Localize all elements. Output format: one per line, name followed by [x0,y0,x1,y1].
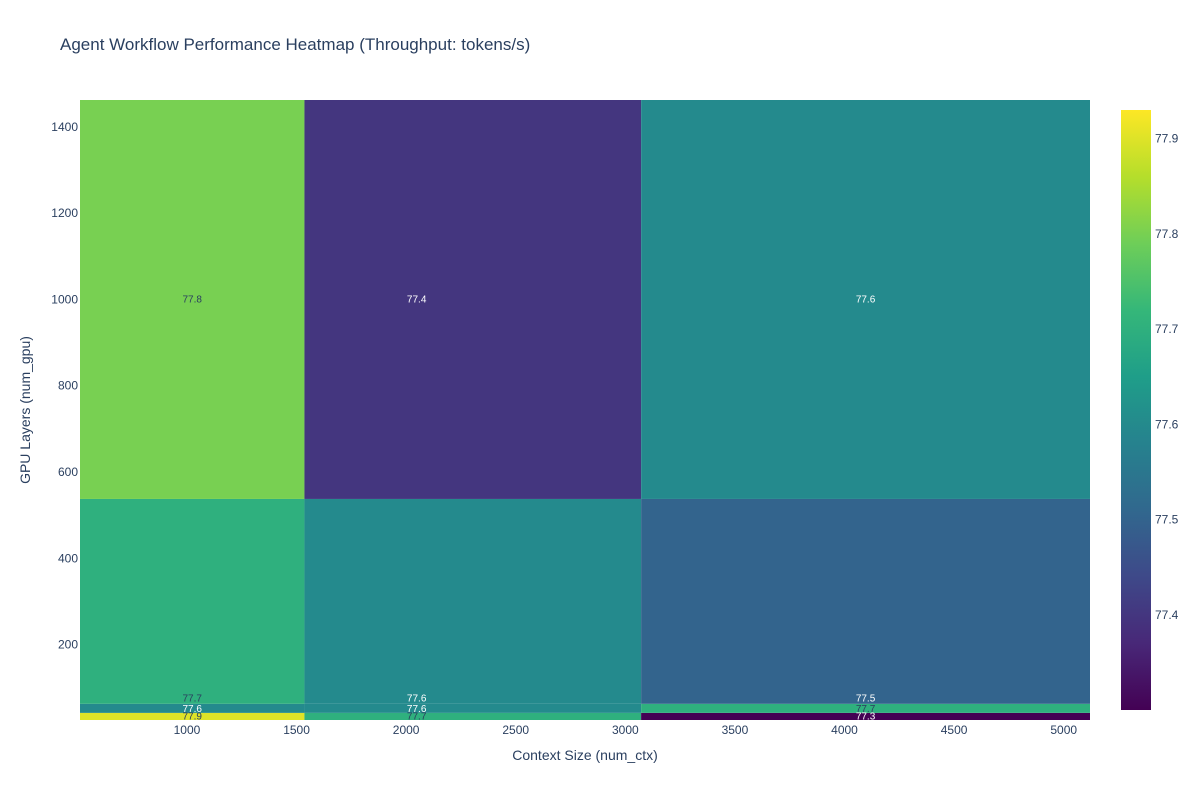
y-tick-label: 200 [58,638,78,652]
heatmap-cell [304,703,642,713]
heatmap-cell [80,712,305,720]
x-tick-label: 5000 [1050,723,1077,737]
heatmap-cell [80,703,305,713]
heatmap-cell-label: 77.6 [407,693,427,704]
heatmap-cell-label: 77.7 [182,693,202,704]
x-tick-label: 1000 [174,723,201,737]
heatmap-cell-label: 77.7 [856,704,876,715]
heatmap-cell [304,498,642,704]
heatmap-cell [641,712,1090,720]
heatmap-cell [80,100,305,499]
x-tick-label: 1500 [283,723,310,737]
y-axis-title: GPU Layers (num_gpu) [17,336,33,484]
heatmap-cell-label: 77.6 [407,704,427,715]
x-axis-ticks: 1000 1500 2000 2500 3000 3500 4000 4500 5000 [174,723,1078,737]
heatmap-cell-label: 77.6 [856,294,876,305]
heatmap-cell [641,703,1090,713]
heatmap-cell [641,498,1090,704]
heatmap-cell-label: 77.5 [856,693,876,704]
colorbar-tick-label: 77.9 [1155,132,1179,146]
chart-title: Agent Workflow Performance Heatmap (Thro… [60,35,530,54]
heatmap-cell [80,498,305,704]
colorbar-tick-label: 77.6 [1155,417,1179,431]
y-tick-label: 600 [58,465,78,479]
heatmap-cell-label: 77.6 [182,704,202,715]
x-axis-title: Context Size (num_ctx) [512,747,658,763]
y-tick-label: 1400 [51,120,78,134]
x-tick-label: 3500 [722,723,749,737]
y-tick-label: 400 [58,551,78,565]
heatmap-cell [304,712,642,720]
colorbar-tick-label: 77.7 [1155,322,1179,336]
x-tick-label: 4000 [831,723,858,737]
x-tick-label: 2500 [502,723,529,737]
y-tick-label: 1000 [51,292,78,306]
colorbar-tick-label: 77.5 [1155,513,1179,527]
heatmap-cell-label: 77.9 [182,712,202,723]
y-tick-label: 800 [58,379,78,393]
colorbar-tick-label: 77.4 [1155,608,1179,622]
heatmap-cell [641,100,1090,499]
heatmap-cell-label: 77.8 [182,294,202,305]
heatmap-cell-label: 77.3 [856,712,876,723]
heatmap-cell-label: 77.7 [407,712,427,723]
x-tick-label: 3000 [612,723,639,737]
heatmap-cells [80,100,1090,720]
colorbar-ticks: 77.4 77.5 77.6 77.7 77.8 77.9 [1155,132,1179,622]
x-tick-label: 4500 [941,723,968,737]
x-tick-label: 2000 [393,723,420,737]
heatmap-cell-labels: 77.9 77.7 77.377.6 77.6 77.777.7 77.6 77.577.8… [182,294,875,722]
colorbar-tick-label: 77.8 [1155,227,1179,241]
colorbar [1121,110,1151,710]
y-axis-ticks: 200 400 600 800 1000 1200 1400 [51,120,78,652]
heatmap-cell [304,100,642,499]
y-tick-label: 1200 [51,206,78,220]
heatmap-cell-label: 77.4 [407,294,427,305]
